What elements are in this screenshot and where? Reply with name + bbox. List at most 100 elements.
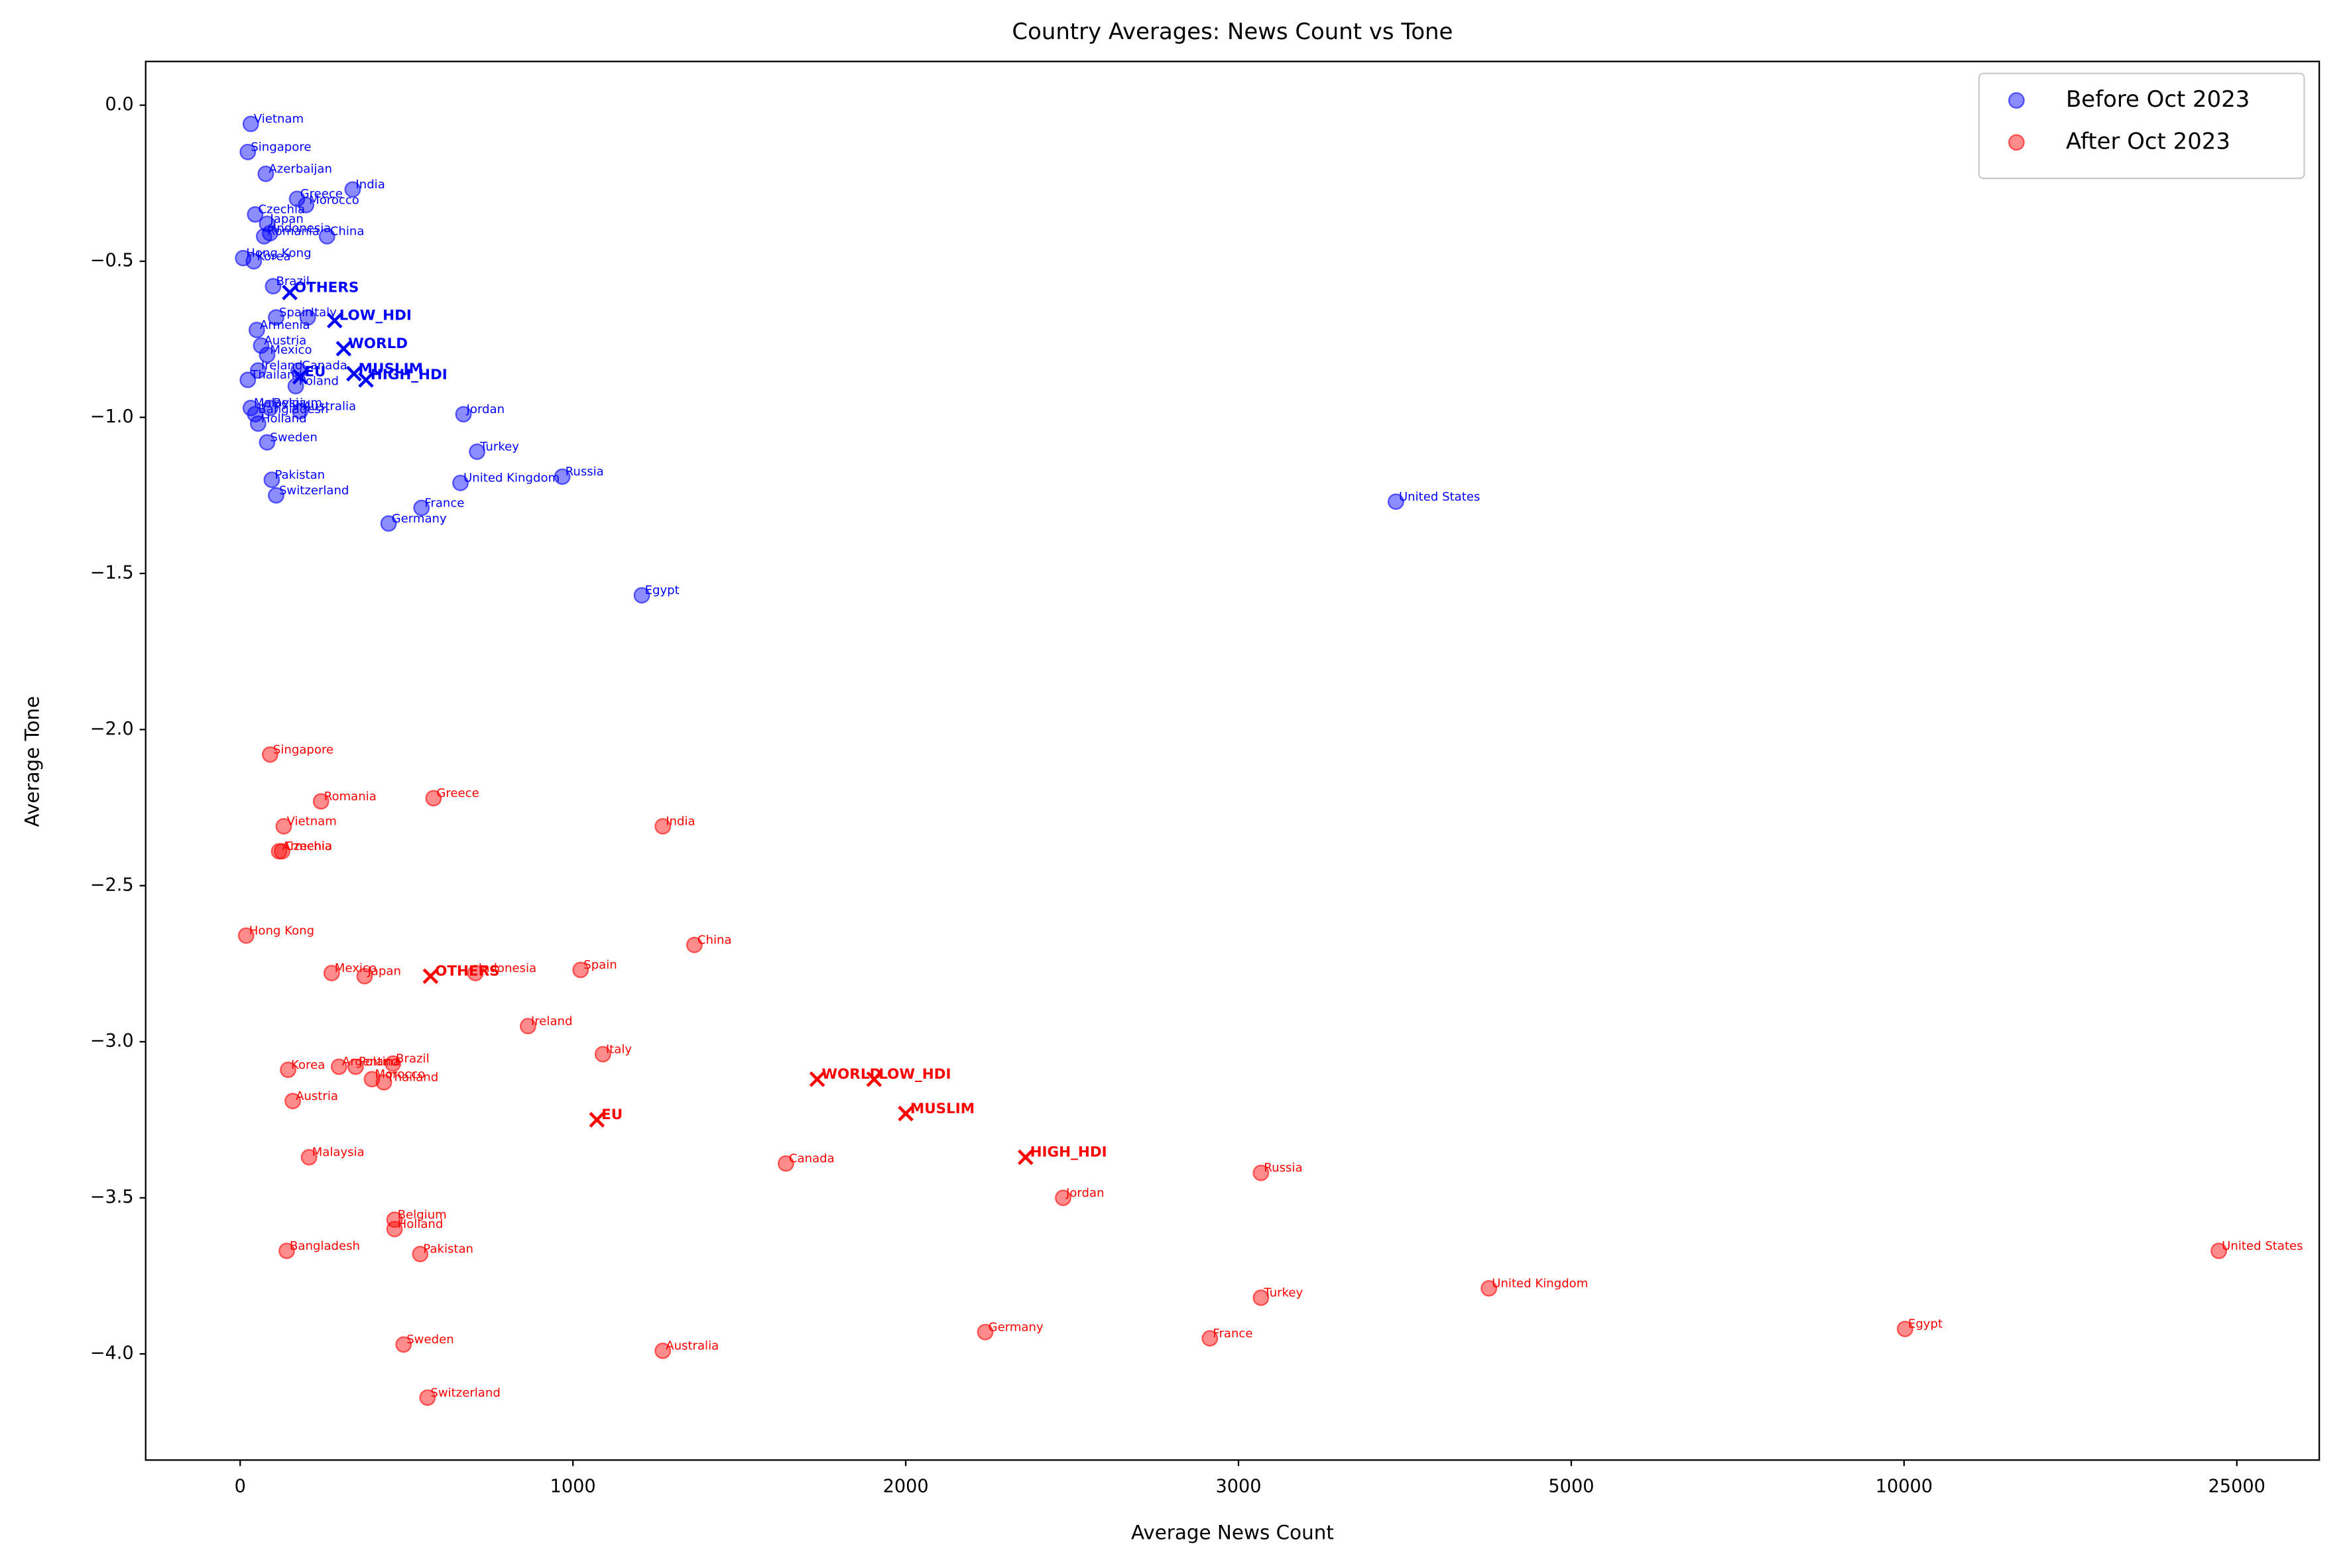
point-label: Bangladesh [258,402,328,416]
aggregate-point [358,372,374,388]
point [654,1342,672,1359]
point-label: India [355,178,385,192]
point [268,487,284,504]
point-label: Thailand [387,1071,439,1085]
point [1252,1289,1270,1306]
point-label: Ireland [261,359,303,373]
point-label: China [330,225,365,239]
point [249,362,267,379]
point [1480,1280,1498,1297]
point-label: Brazil [276,274,309,288]
point [455,406,472,423]
plot-area [145,60,2321,1461]
point-label: Sweden [406,1333,453,1347]
aggregate-point [866,1071,882,1087]
point [259,434,276,451]
point-label: Jordan [466,402,505,416]
point [237,927,255,944]
y-tick-label: −2.5 [90,874,134,895]
aggregate-label: MUSLIM [359,361,423,377]
point [263,471,280,489]
point-label: Turkey [1263,1286,1303,1300]
point-label: Japan [367,965,400,979]
aggregate-point [422,968,439,985]
point-label: Spain [583,958,617,972]
point [385,1055,402,1072]
point [275,817,292,835]
point-label: China [697,933,732,947]
aggregate-point [809,1071,825,1087]
point-label: Vietnam [254,112,304,126]
aggregate-label: EU [304,363,326,380]
point [419,1389,436,1406]
legend-label: Before Oct 2023 [2066,86,2250,112]
legend-label: After Oct 2023 [2066,128,2230,154]
point [255,227,272,245]
point [977,1323,994,1341]
point [284,1093,301,1110]
point [300,1149,318,1166]
point-label: Belgium [273,396,322,410]
aggregate-label: MUSLIM [910,1101,975,1117]
point-label: Czechia [258,203,305,217]
point-label: United States [2222,1239,2303,1253]
aggregate-point [292,369,308,385]
point-label: Hong Kong [246,247,311,261]
point-label: Singapore [273,743,333,756]
point [347,1058,364,1075]
point [452,474,469,491]
point-label: Spain [279,306,313,320]
point-label: Canada [789,1152,835,1166]
y-tick-label: −0.5 [90,251,134,271]
point [395,1336,412,1353]
point-label: Turkey [479,440,519,454]
point [249,415,267,432]
point [259,346,276,363]
point-label: Japan [269,212,303,226]
y-tick-label: −3.5 [90,1187,134,1207]
point [594,1046,611,1063]
x-tick-label: 3000 [1216,1476,1262,1496]
point-label: Morocco [309,194,359,208]
aggregate-point [327,312,343,329]
point [248,322,265,339]
point-label: Sweden [270,430,317,444]
point-label: Hong Kong [249,924,314,937]
point-label: Indonesia [273,221,331,235]
point-label: France [1213,1327,1252,1341]
point [318,227,335,245]
point [259,215,276,232]
point [247,406,264,423]
point-label: Austria [264,333,306,347]
point [1055,1189,1071,1207]
x-tick-label: 0 [235,1476,246,1496]
point [261,746,278,763]
point [519,1018,536,1035]
point-label: Pakistan [423,1242,473,1256]
point-label: Italy [606,1042,633,1056]
point-label: Singapore [251,140,311,154]
point-label: Indonesia [479,961,536,975]
point-label: Australia [303,399,356,413]
y-axis-label: Average Tone [21,696,44,827]
point [287,377,304,394]
y-tick-label: 0.0 [105,94,133,115]
aggregate-label: HIGH_HDI [1030,1144,1107,1161]
point-label: Egypt [1908,1317,1943,1331]
point-label: Greece [300,187,343,201]
x-tick-label: 10000 [1876,1476,1933,1496]
point-label: Russia [1264,1161,1302,1175]
point [412,1245,429,1262]
point [2210,1242,2228,1260]
point [344,181,361,198]
point [298,196,315,213]
point [292,402,309,420]
point [469,443,486,460]
point-label: Bangladesh [290,1239,360,1253]
point [572,961,589,979]
point-label: Brazil [396,1052,429,1065]
point-label: Thailand [250,368,302,382]
point [280,1061,296,1079]
point [278,1242,295,1260]
